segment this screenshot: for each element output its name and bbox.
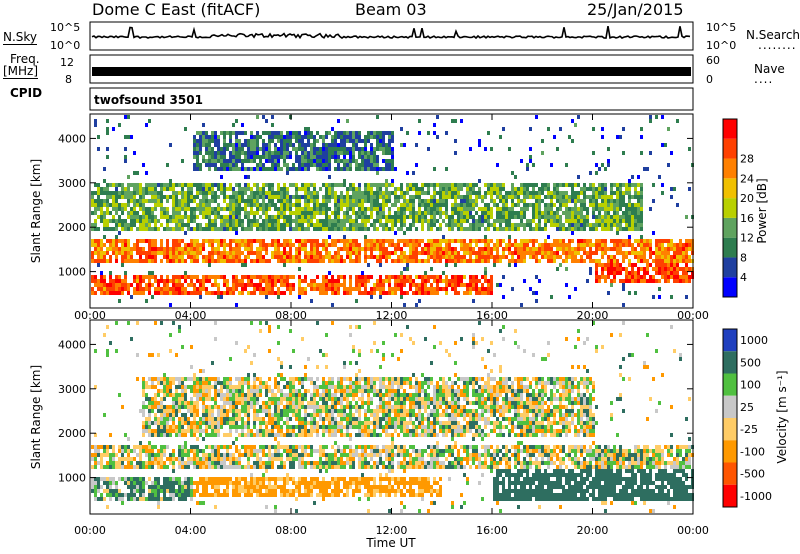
y-tick-label: 4000 [58,132,86,145]
velocity-colorbar-swatch [723,440,737,463]
power-colorbar-tick: 24 [740,172,754,185]
nave-tick-low: 0 [706,73,713,86]
power-colorbar-swatch [723,119,737,139]
x-tick-label: 04:00 [175,309,207,322]
power-colorbar-swatch [723,277,737,297]
power-colorbar-swatch [723,158,737,179]
power-colorbar-swatch [723,257,737,278]
velocity-y-ticks: 1000 2000 3000 4000 [58,338,693,485]
power-colorbar-swatch [723,198,737,218]
nave-dots: .... [754,72,774,86]
power-y-ticks: 1000 2000 3000 4000 [58,132,693,279]
freq-panel: 12 8 60 0 [60,54,720,86]
freq-tick-low: 8 [65,73,72,86]
x-tick-label: 12:00 [376,524,408,537]
beam-label: Beam 03 [355,0,427,19]
power-panel: 1000 2000 3000 4000 00:00 04:00 08:00 12:00 16:… [29,113,709,322]
velocity-colorbar-tick: -25 [740,423,758,436]
nsearch-label: N.Search [746,28,800,42]
freq-label: Freq. [10,52,40,66]
velocity-colorbar-tick: -1000 [740,490,772,503]
x-tick-label: 16:00 [476,524,508,537]
y-tick-label: 1000 [58,266,86,279]
velocity-x-ticks: 00:00 04:00 08:00 12:00 16:00 20:00 00:00 [74,320,709,537]
velocity-colorbar-swatch [723,351,737,374]
y-tick-label: 3000 [58,177,86,190]
power-colorbar-swatch [723,237,737,258]
power-colorbar-tick: 8 [740,251,747,264]
power-colorbar-swatch [723,217,737,238]
x-tick-label: 12:00 [376,309,408,322]
power-colorbar-swatch [723,178,737,199]
velocity-ylabel: Slant Range [km] [29,365,43,469]
power-colorbar-swatch [723,138,737,159]
date-label: 25/Jan/2015 [587,0,684,19]
freq-trace [92,67,691,76]
velocity-colorbar-tick: -100 [740,445,765,458]
nsky-tick-low: 10^0 [50,39,80,52]
velocity-panel: 1000 2000 3000 4000 00:00 04:00 08:00 12:00 16:… [29,319,709,550]
nave-tick-high: 60 [706,54,720,67]
power-colorbar-tick: 28 [740,153,754,166]
y-tick-label: 2000 [58,221,86,234]
velocity-colorbar-label: Velocity [m s⁻¹] [775,370,789,463]
x-tick-label: 00:00 [74,309,106,322]
velocity-colorbar-swatch [723,462,737,485]
power-colorbar-tick: 16 [740,212,754,225]
x-tick-label: 04:00 [175,524,207,537]
nsearch-tick-low: 10^0 [706,39,736,52]
y-tick-label: 3000 [58,383,86,396]
x-tick-label: 20:00 [577,524,609,537]
x-tick-label: 00:00 [74,524,106,537]
velocity-colorbar-swatch [723,418,737,441]
nsky-panel: 10^5 10^0 10^5 10^0 [50,21,736,52]
y-tick-label: 4000 [58,338,86,351]
cpid-value: twofsound 3501 [94,93,203,107]
velocity-colorbar-swatch [723,329,737,352]
cpid-label: CPID [10,86,43,100]
x-tick-label: 20:00 [577,309,609,322]
nsky-tick-high: 10^5 [50,21,80,34]
nsky-label: N.Sky [3,30,38,45]
nsearch-dots: ........ [758,38,797,52]
velocity-colorbar-tick: 100 [740,379,761,392]
x-tick-label: 08:00 [275,309,307,322]
power-colorbar-tick: 12 [740,232,754,245]
velocity-colorbar-tick: 500 [740,356,761,369]
velocity-colorbar-tick: 25 [740,401,754,414]
power-ylabel: Slant Range [km] [29,159,43,263]
nave-label: Nave [754,62,785,76]
velocity-cells [91,321,694,513]
y-tick-label: 1000 [58,472,86,485]
power-colorbar: 4 8 12 16 20 24 28 [722,118,754,298]
nsky-trace [91,25,691,40]
freq-unit: [MHz] [3,64,39,79]
nsearch-tick-high: 10^5 [706,21,736,34]
freq-tick-high: 12 [60,56,74,69]
power-colorbar-label: Power [dB] [755,178,769,243]
velocity-colorbar-swatch [723,373,737,396]
velocity-colorbar-swatch [723,395,737,418]
power-cells [91,115,694,307]
time-axis-label: Time UT [365,536,416,550]
y-tick-label: 2000 [58,427,86,440]
power-colorbar-tick: 4 [740,271,747,284]
velocity-colorbar-tick: -500 [740,468,765,481]
power-colorbar-tick: 20 [740,192,754,205]
x-tick-label: 00:00 [677,309,709,322]
x-tick-label: 00:00 [677,524,709,537]
velocity-colorbar-tick: 1000 [740,334,768,347]
station-title: Dome C East (fitACF) [92,0,261,19]
velocity-colorbar: 1000 500 100 25 -25 -100 -500 -1000 [722,328,772,508]
velocity-colorbar-swatch [723,484,737,507]
power-x-ticks: 00:00 04:00 08:00 12:00 16:00 20:00 00:00 [74,114,709,322]
x-tick-label: 16:00 [476,309,508,322]
x-tick-label: 08:00 [275,524,307,537]
cpid-panel: twofsound 3501 [89,87,694,111]
